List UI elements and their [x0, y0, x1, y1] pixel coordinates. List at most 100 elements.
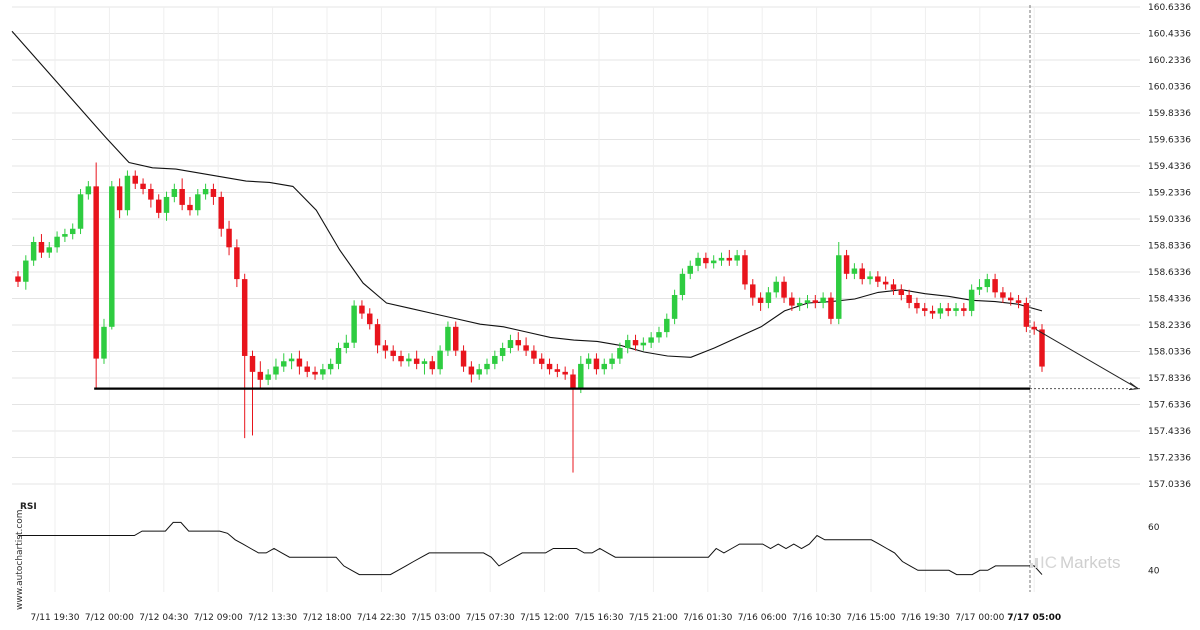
candle-body [929, 310, 936, 314]
time-tick-label: 7/16 01:30 [683, 613, 732, 623]
candle-body [499, 348, 506, 356]
candle-body [945, 308, 951, 311]
candle-body [609, 358, 615, 364]
time-tick-label: 7/12 13:30 [248, 613, 297, 623]
candle-body [476, 369, 482, 375]
candle-body [468, 366, 475, 375]
candle-body [202, 189, 209, 195]
candle-body [656, 332, 662, 338]
time-tick-label: 7/15 16:30 [574, 613, 623, 623]
candle-body [23, 260, 29, 282]
candle-body [265, 374, 271, 380]
candle-body [288, 358, 295, 362]
forecast-arrowhead [1128, 382, 1139, 391]
rsi-title: RSI [20, 502, 37, 512]
time-tick-label: 7/16 19:30 [901, 613, 950, 623]
candle-body [398, 355, 404, 362]
candle-body [726, 257, 733, 261]
price-tick-label: 157.4336 [1148, 427, 1191, 437]
candlestick-series [15, 162, 1045, 473]
candle-body [875, 276, 881, 282]
candle-body [218, 196, 224, 229]
candle-body [148, 189, 154, 200]
time-tick-label: 7/11 19:30 [30, 613, 79, 623]
candle-body [765, 292, 772, 303]
candle-body [836, 255, 842, 319]
candle-body [109, 186, 115, 327]
price-tick-label: 160.6336 [1148, 3, 1191, 13]
candle-body [515, 340, 522, 346]
candle-body [828, 297, 834, 319]
candle-body [140, 183, 146, 190]
candle-body [15, 276, 21, 282]
candle-body [617, 348, 623, 359]
candle-body [1015, 300, 1022, 303]
candle-body [163, 196, 170, 213]
candle-body [77, 194, 84, 229]
time-tick-label: 7/12 04:30 [139, 613, 188, 623]
candle-body [624, 340, 631, 349]
price-tick-label: 157.2336 [1148, 454, 1191, 464]
candle-body [124, 175, 131, 211]
candle-body [382, 345, 389, 351]
candle-body [882, 281, 889, 285]
candle-body [421, 361, 428, 364]
candle-body [93, 186, 99, 359]
candle-body [453, 326, 459, 351]
pattern-overlay [94, 5, 1140, 592]
candle-body [812, 300, 819, 303]
candle-body [484, 363, 490, 370]
candle-body [195, 194, 201, 211]
candle-body [171, 189, 178, 197]
candle-body [937, 308, 944, 314]
rsi-panel: RSI 60 40 [18, 502, 1160, 576]
candle-body [390, 350, 396, 356]
candle-body [460, 350, 467, 367]
candle-body [992, 279, 998, 293]
candle-body [492, 355, 498, 364]
grid-lines [12, 6, 1140, 592]
price-tick-label: 159.0336 [1148, 215, 1191, 225]
candle-body [327, 363, 334, 370]
candle-body [796, 302, 803, 306]
time-tick-label: 7/15 12:00 [520, 613, 569, 623]
price-axis: 160.6336 160.4336 160.2336 160.0336 159.8336… [1148, 3, 1191, 490]
candle-body [640, 342, 647, 346]
candle-body [679, 273, 686, 296]
price-tick-label: 157.6336 [1148, 401, 1191, 411]
candle-body [804, 300, 811, 303]
candle-body [922, 308, 928, 311]
candle-body [781, 281, 787, 298]
candle-body [343, 342, 350, 349]
candle-body [523, 345, 529, 351]
candle-body [179, 189, 185, 205]
candle-body [890, 284, 897, 290]
candle-body [859, 268, 865, 280]
candle-body [585, 358, 592, 364]
time-tick-label: 7/15 03:00 [411, 613, 460, 623]
rsi-line [18, 521, 1043, 576]
candle-body [445, 326, 451, 351]
candle-body [734, 255, 740, 261]
candle-body [757, 297, 764, 303]
candle-body [687, 265, 693, 274]
candle-body [710, 260, 717, 264]
candle-body [507, 340, 514, 349]
candle-body [429, 361, 436, 370]
candle-body [562, 371, 568, 375]
candle-body [406, 358, 412, 362]
candle-body [843, 255, 850, 274]
candle-body [1000, 292, 1006, 298]
candle-body [554, 369, 561, 372]
candle-body [46, 247, 53, 253]
candle-body [296, 358, 303, 367]
candle-body [984, 279, 991, 288]
candle-body [750, 284, 756, 298]
time-tick-label: 7/15 07:30 [466, 613, 515, 623]
time-tick-label: 7/16 06:00 [738, 613, 787, 623]
candle-body [578, 363, 584, 388]
candle-body [773, 281, 779, 293]
watermark: www.autochartist.com IC Markets [15, 509, 1120, 610]
candle-body [601, 363, 607, 370]
